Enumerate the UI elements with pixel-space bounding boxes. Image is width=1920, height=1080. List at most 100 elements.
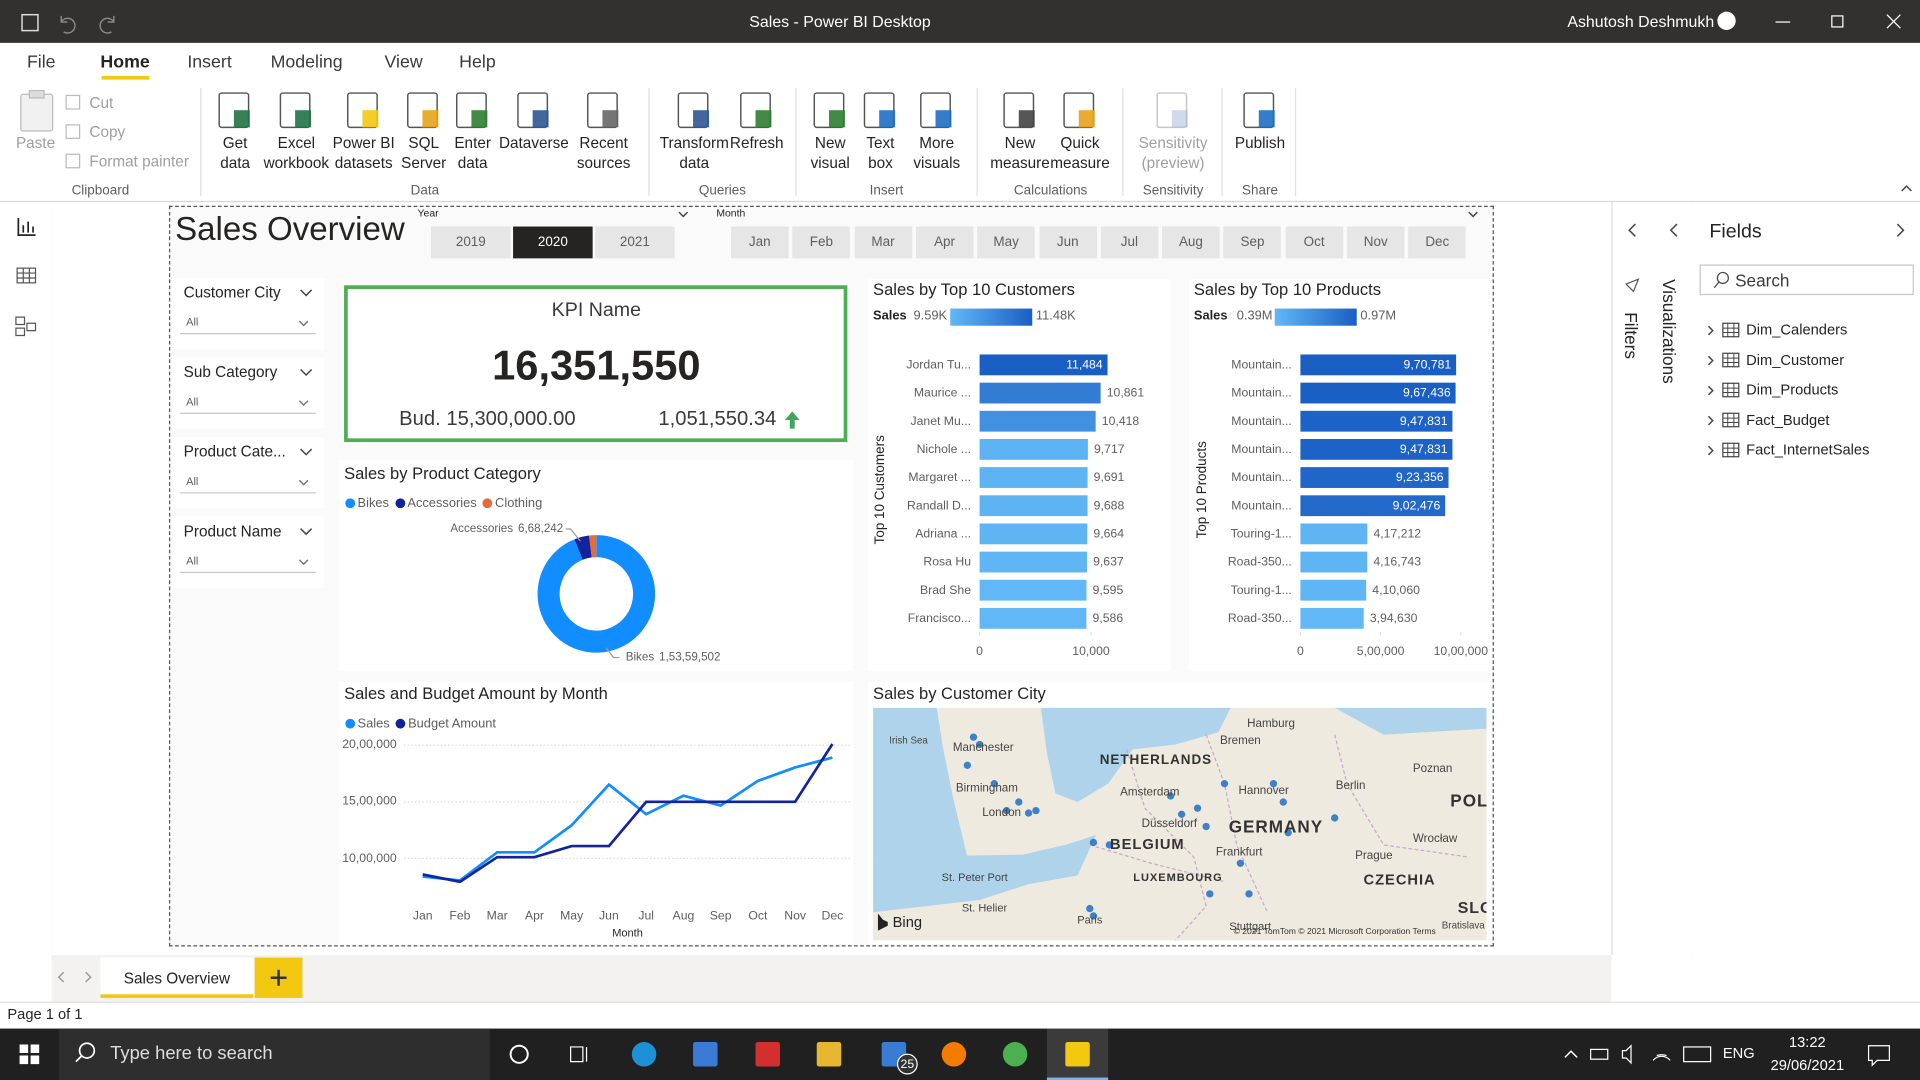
slicer-dropdown[interactable] (180, 391, 316, 414)
fields-search[interactable] (1699, 264, 1914, 296)
ribbon-button[interactable]: New (814, 134, 846, 152)
category-label: Janet Mu... (910, 414, 972, 428)
month-option[interactable]: Mar (871, 235, 895, 251)
ribbon-tab[interactable]: Insert (187, 52, 232, 72)
ribbon-button[interactable]: visual (810, 154, 850, 172)
legend-title: Sales (1193, 308, 1228, 324)
ribbon-button[interactable]: visuals (913, 154, 961, 172)
ribbon-button[interactable]: Format painter (89, 152, 189, 171)
year-option[interactable]: 2021 (619, 235, 650, 251)
ribbon-button[interactable]: box (868, 154, 893, 172)
ribbon-button[interactable]: Refresh (729, 134, 784, 152)
page-tab[interactable] (100, 957, 254, 998)
month-button[interactable] (1346, 226, 1405, 259)
data-label: 9,23,356 (1395, 470, 1444, 485)
month-option[interactable]: Jun (1056, 235, 1079, 251)
ribbon-button[interactable]: Paste (15, 134, 56, 152)
page-tab-label[interactable]: Sales Overview (123, 969, 231, 987)
month-option[interactable]: May (993, 235, 1019, 251)
slicer-dropdown[interactable] (180, 312, 316, 335)
month-option[interactable]: Aug (1178, 235, 1203, 251)
ribbon-button[interactable]: Dataverse (498, 134, 569, 152)
ribbon-button[interactable]: Sensitivity (1138, 134, 1208, 152)
month-button[interactable] (731, 226, 789, 259)
slicer-dropdown[interactable] (180, 551, 316, 574)
ribbon-button[interactable]: Quick (1060, 134, 1100, 152)
search-placeholder[interactable]: Search (1735, 270, 1790, 291)
slicer-value[interactable]: All (186, 316, 199, 329)
slicer-value[interactable]: All (186, 395, 199, 408)
pane-label[interactable]: Filters (1621, 312, 1641, 359)
ribbon-button[interactable]: Recent (579, 134, 628, 152)
taskbar-search-text[interactable]: Type here to search (110, 1043, 273, 1065)
ribbon-button[interactable]: Get (222, 134, 248, 152)
ribbon-button[interactable]: (preview) (1141, 154, 1205, 172)
ribbon-button[interactable]: Copy (89, 123, 126, 141)
ribbon-tab[interactable]: View (384, 52, 423, 72)
month-button[interactable] (977, 226, 1035, 259)
pane-label[interactable]: Visualizations (1659, 279, 1679, 384)
slicer-dropdown[interactable] (180, 471, 316, 494)
report-title: Sales Overview (175, 210, 405, 248)
ribbon-button[interactable]: data (220, 154, 251, 172)
taskbar-search[interactable] (58, 1028, 490, 1080)
field-table[interactable]: Fact_Budget (1746, 411, 1830, 429)
bar (1300, 579, 1367, 601)
ribbon-tab[interactable]: File (26, 52, 56, 72)
close-icon (1886, 14, 1901, 29)
year-button[interactable] (431, 226, 511, 259)
year-button[interactable] (513, 226, 593, 259)
year-option[interactable]: 2019 (455, 235, 486, 251)
month-button[interactable] (1162, 226, 1220, 259)
ribbon-button[interactable]: Enter (454, 134, 491, 152)
year-option[interactable]: 2020 (537, 235, 568, 251)
month-option[interactable]: Oct (1303, 235, 1325, 251)
ribbon-button[interactable]: data (679, 154, 710, 172)
map-border (1205, 734, 1268, 913)
month-option[interactable]: Jan (748, 235, 771, 251)
field-table[interactable]: Dim_Customer (1746, 351, 1845, 369)
field-table[interactable]: Fact_InternetSales (1746, 441, 1870, 459)
ribbon-button[interactable]: New (1004, 134, 1036, 152)
ribbon-button[interactable]: More (919, 134, 955, 152)
field-table[interactable]: Dim_Calenders (1746, 321, 1848, 339)
ribbon-button[interactable]: Cut (89, 94, 114, 112)
slicer-value[interactable]: All (186, 554, 199, 568)
ribbon-tab[interactable]: Modeling (270, 52, 343, 72)
month-button[interactable] (1100, 226, 1159, 259)
month-button[interactable] (1408, 226, 1467, 259)
month-option[interactable]: Jul (1120, 235, 1138, 251)
year-button[interactable] (595, 226, 675, 259)
ribbon-button[interactable]: Text (866, 134, 895, 152)
ribbon-button[interactable]: datasets (334, 154, 393, 172)
month-button[interactable] (1038, 226, 1097, 259)
month-button[interactable] (1285, 226, 1343, 259)
slicer-value[interactable]: All (186, 475, 199, 488)
month-option[interactable]: Dec (1425, 235, 1450, 251)
ribbon-button[interactable]: SQL (408, 134, 439, 152)
table-icon-grid (1722, 413, 1739, 427)
ribbon-button[interactable]: Power BI (332, 134, 395, 152)
month-option[interactable]: Sep (1240, 235, 1265, 251)
month-button[interactable] (792, 226, 851, 259)
month-button[interactable] (915, 226, 974, 259)
ribbon-button[interactable]: Excel (277, 134, 316, 152)
ribbon-button[interactable]: measure (990, 154, 1050, 172)
ribbon-button[interactable]: data (457, 154, 488, 172)
ribbon-tab[interactable]: Home (100, 52, 150, 72)
ribbon-button[interactable]: measure (1050, 154, 1110, 172)
ribbon-tab[interactable]: Help (459, 52, 496, 72)
ribbon-button[interactable]: Server (401, 154, 447, 172)
ribbon-button[interactable]: Transform (659, 134, 729, 152)
data-view-icon (16, 267, 37, 284)
ribbon-button[interactable]: workbook (263, 154, 330, 172)
ribbon-button[interactable]: Publish (1234, 134, 1286, 152)
month-option[interactable]: Feb (809, 235, 833, 251)
ribbon-button[interactable]: sources (576, 154, 631, 172)
month-option[interactable]: Nov (1363, 235, 1388, 251)
month-option[interactable]: Apr (934, 235, 956, 251)
table-icon (1722, 382, 1740, 398)
field-table[interactable]: Dim_Products (1746, 381, 1839, 399)
month-button[interactable] (854, 226, 912, 259)
month-button[interactable] (1223, 226, 1282, 259)
